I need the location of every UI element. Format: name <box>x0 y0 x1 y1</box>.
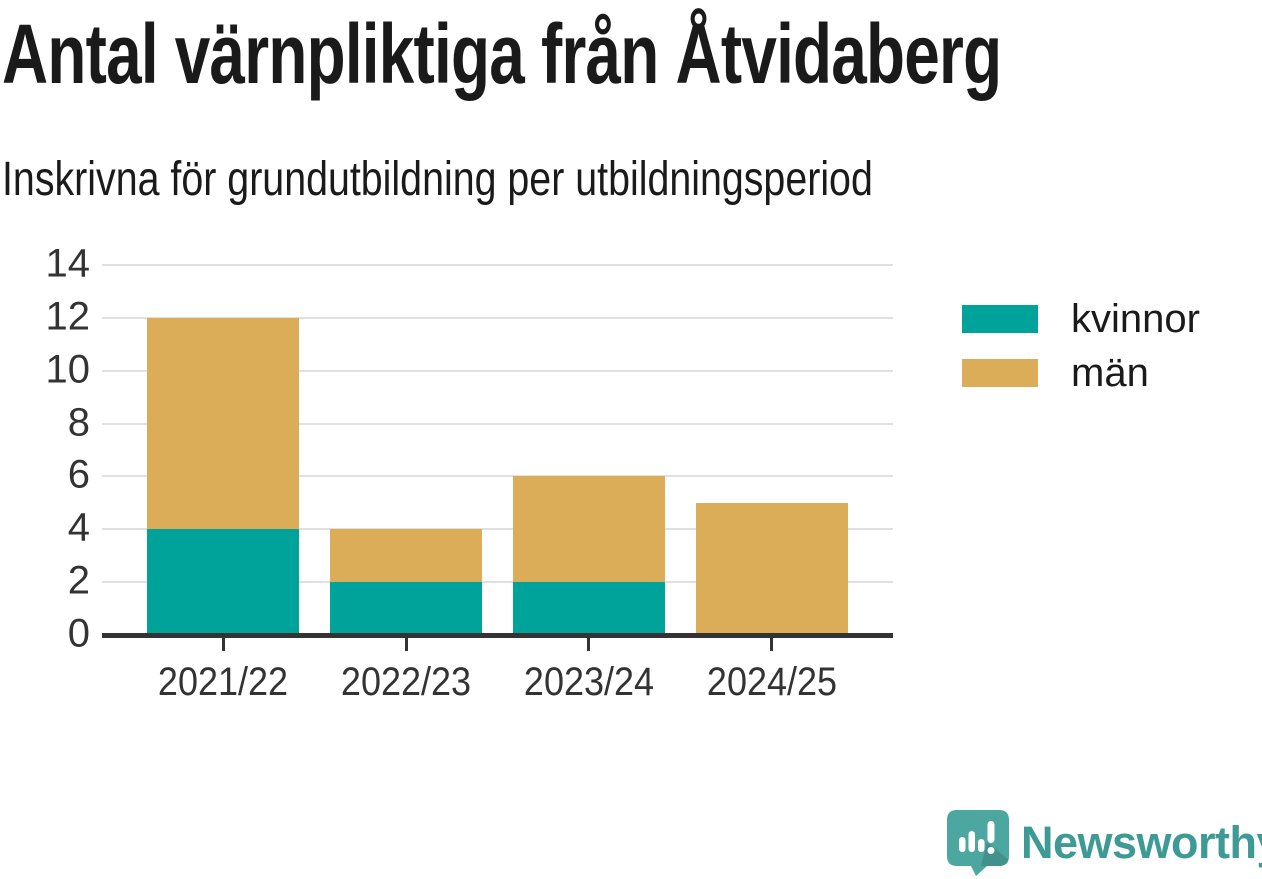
bar-män-2021/22 <box>147 317 300 530</box>
y-axis-label-6: 6 <box>67 453 90 498</box>
chart-subtitle: Inskrivna för grundutbildning per utbild… <box>2 153 873 206</box>
x-tick-2021/22 <box>221 638 225 651</box>
plot-area <box>102 264 893 635</box>
x-tick-2023/24 <box>587 638 591 651</box>
newsworthy-logo-text: Newsworthy <box>1021 817 1262 868</box>
gridline-y8 <box>102 422 893 425</box>
bar-män-2022/23 <box>330 529 483 583</box>
chart-title: Antal värnpliktiga från Åtvidaberg <box>2 7 1002 101</box>
y-axis-label-0: 0 <box>67 611 90 656</box>
x-axis-label-2022/23: 2022/23 <box>341 660 472 704</box>
legend-swatch-kvinnor <box>962 305 1038 333</box>
gridline-y12 <box>102 316 893 319</box>
x-axis-label-2023/24: 2023/24 <box>523 660 654 704</box>
x-axis-label-2024/25: 2024/25 <box>706 660 837 704</box>
legend-label-man: män <box>1071 350 1149 395</box>
gridline-y10 <box>102 369 893 372</box>
y-axis-label-8: 8 <box>67 400 90 445</box>
legend-swatch-man <box>962 359 1038 387</box>
newsworthy-logo: Newsworthy <box>947 810 1262 876</box>
bar-kvinnor-2022/23 <box>330 582 483 635</box>
x-tick-2024/25 <box>770 638 774 651</box>
gridline-y14 <box>102 264 893 266</box>
gridline-y2 <box>102 581 893 584</box>
y-axis-label-12: 12 <box>45 294 91 339</box>
gridline-y4 <box>102 528 893 531</box>
y-axis-label-10: 10 <box>45 347 91 392</box>
gridline-y6 <box>102 475 893 478</box>
x-axis-line <box>102 633 893 638</box>
legend-label-kvinnor: kvinnor <box>1071 296 1200 341</box>
x-tick-2022/23 <box>404 638 408 651</box>
legend: kvinnor män <box>962 297 1200 412</box>
newsworthy-logo-icon <box>947 810 1009 876</box>
legend-item-man: män <box>962 351 1200 395</box>
legend-item-kvinnor: kvinnor <box>962 297 1200 341</box>
bar-män-2024/25 <box>695 502 848 635</box>
y-axis-label-4: 4 <box>67 505 90 550</box>
bar-kvinnor-2023/24 <box>512 582 665 635</box>
y-axis-label-2: 2 <box>67 558 90 603</box>
bar-män-2023/24 <box>512 476 665 583</box>
y-axis-label-14: 14 <box>45 241 91 286</box>
bar-kvinnor-2021/22 <box>147 529 300 635</box>
x-axis-label-2021/22: 2021/22 <box>158 660 289 704</box>
